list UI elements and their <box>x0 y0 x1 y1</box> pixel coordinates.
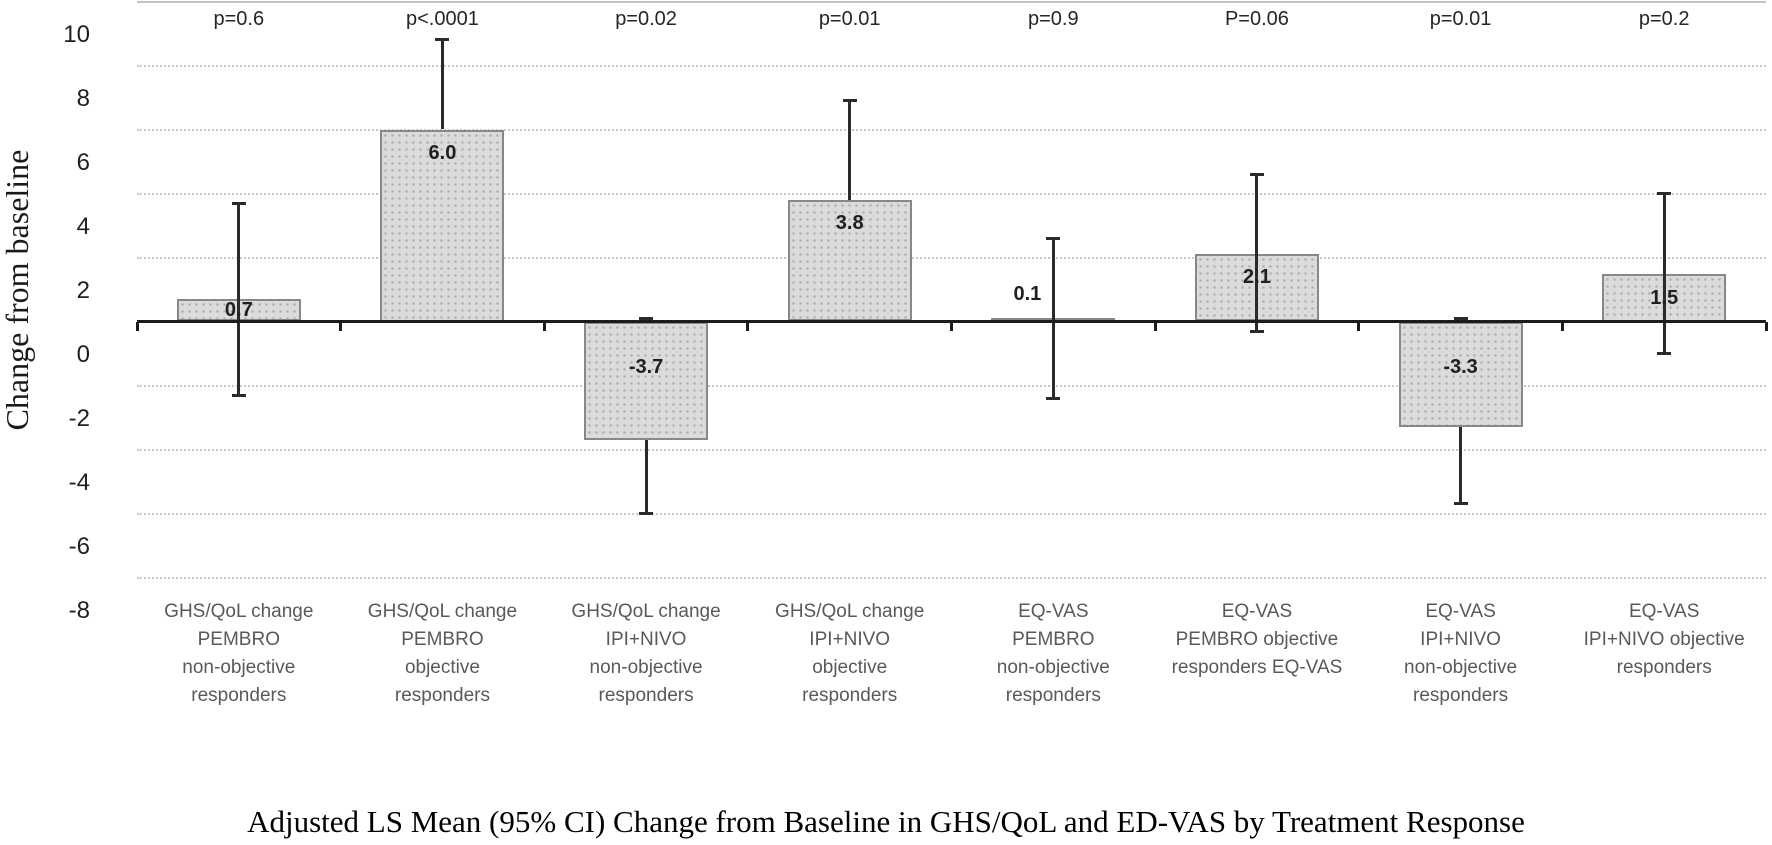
x-axis-tick <box>542 321 546 331</box>
bar-value-label: 3.8 <box>835 211 864 234</box>
error-bar-line <box>237 203 241 396</box>
error-bar-cap <box>842 99 857 103</box>
category-label: EQ-VAS IPI+NIVO objective responders <box>1583 601 1745 678</box>
y-tick-label: 4 <box>76 212 90 240</box>
bar-value-label: -3.3 <box>1443 355 1478 378</box>
bar <box>380 129 505 322</box>
error-bar-line <box>848 100 852 200</box>
bar <box>787 199 912 322</box>
gridline <box>137 128 1766 131</box>
x-axis-tick <box>1764 321 1768 331</box>
gridline <box>137 256 1766 259</box>
p-value-label: p=0.9 <box>1028 8 1079 30</box>
y-tick-label: -4 <box>68 468 90 496</box>
p-value-label: p=0.2 <box>1638 8 1690 30</box>
error-bar-cap <box>1249 329 1264 333</box>
error-bar-cap <box>231 393 246 397</box>
gridline <box>137 64 1766 67</box>
y-tick-label: 6 <box>76 148 90 176</box>
p-value-label: P=0.06 <box>1224 8 1289 30</box>
y-tick-label: 0 <box>76 340 90 368</box>
category-label: GHS/QoL change PEMBRO non-objective resp… <box>164 601 314 706</box>
p-value-label: p=0.02 <box>615 8 677 30</box>
bar-value-label: -3.7 <box>628 355 664 378</box>
x-axis-tick <box>1153 321 1157 331</box>
error-bar-cap <box>1046 236 1061 240</box>
x-axis-tick <box>1560 321 1564 331</box>
error-bar-cap <box>1657 192 1672 195</box>
figure-caption: Adjusted LS Mean (95% CI) Change from Ba… <box>247 804 1525 839</box>
x-axis-tick <box>950 321 953 331</box>
error-bar-cap <box>435 38 450 42</box>
y-tick-label: -6 <box>68 532 90 560</box>
error-bar-line <box>1459 427 1463 504</box>
bar-value-label: 6.0 <box>428 141 457 164</box>
y-tick-label: -2 <box>68 404 90 432</box>
category-label: EQ-VAS IPI+NIVO non-objective responders <box>1404 601 1518 706</box>
bar-value-label: 0.7 <box>224 299 253 322</box>
error-bar-cap <box>639 316 654 320</box>
x-axis-tick <box>135 321 139 331</box>
error-bar-line <box>1051 238 1055 399</box>
p-value-label: p<.0001 <box>406 8 479 30</box>
category-label: EQ-VAS PEMBRO objective responders EQ-VA… <box>1171 601 1343 678</box>
x-axis-tick <box>339 321 343 331</box>
gridline <box>137 384 1766 387</box>
bar-value-label: 0.1 <box>1013 282 1042 305</box>
error-bar-cap <box>1453 502 1468 506</box>
gridline <box>137 576 1766 579</box>
x-axis-tick <box>1357 321 1361 331</box>
gridline <box>137 448 1766 451</box>
p-value-label: p=0.01 <box>818 8 881 30</box>
y-tick-label: 2 <box>76 276 90 304</box>
x-axis-tick <box>746 321 750 331</box>
error-bar-line <box>1662 193 1666 354</box>
error-bar-line <box>644 318 648 322</box>
error-bar-cap <box>1046 396 1061 400</box>
gridline <box>137 192 1766 195</box>
gridline <box>137 512 1766 515</box>
y-tick-label: 8 <box>76 84 90 112</box>
error-bar-line <box>644 439 648 514</box>
category-label: GHS/QoL change IPI+NIVO non-objective re… <box>571 601 721 706</box>
p-value-label: p=0.01 <box>1429 8 1492 30</box>
category-label: EQ-VAS PEMBRO non-objective responders <box>996 601 1110 706</box>
error-bar-cap <box>231 201 246 205</box>
gridline <box>137 0 1766 3</box>
bar-value-label: 2.1 <box>1243 266 1271 289</box>
error-bar-cap <box>639 512 654 515</box>
bar <box>1398 321 1523 428</box>
error-bar-line <box>1459 318 1463 322</box>
p-value-label: p=0.6 <box>213 8 265 30</box>
error-bar-cap <box>1453 316 1468 320</box>
category-label: GHS/QoL change PEMBRO objective responde… <box>367 601 518 706</box>
bar-value-label: 1.5 <box>1650 286 1679 309</box>
error-bar-cap <box>1657 352 1672 355</box>
error-bar-line <box>1255 174 1259 332</box>
category-label: GHS/QoL change IPI+NIVO objective respon… <box>775 601 925 706</box>
error-bar-cap <box>1249 172 1264 176</box>
y-tick-label: 10 <box>63 20 90 48</box>
bar <box>584 321 709 440</box>
error-bar-line <box>440 39 444 130</box>
y-tick-label: -8 <box>68 596 90 624</box>
